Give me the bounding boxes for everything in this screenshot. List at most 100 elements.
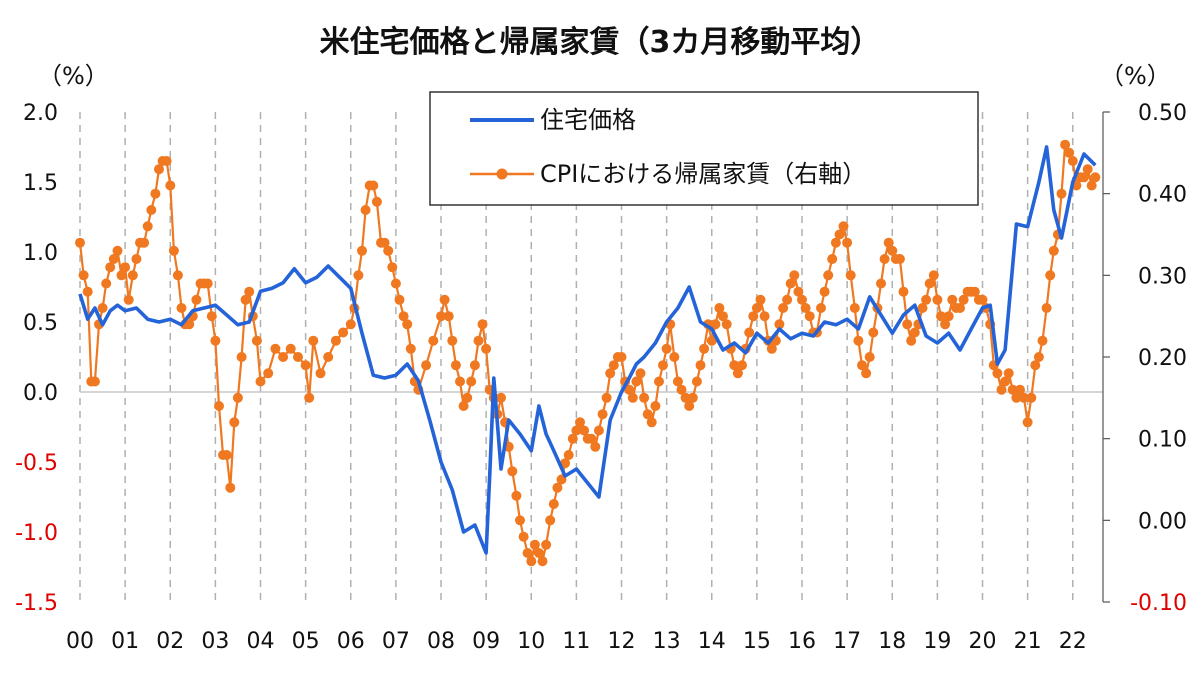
chart-title: 米住宅価格と帰属家賃（3カ月移動平均） (320, 25, 881, 60)
rent-point (308, 335, 319, 346)
rent-point (108, 254, 119, 264)
rent-point (1011, 392, 1022, 403)
rent-point (924, 278, 935, 289)
rent-point (571, 425, 582, 436)
rent-point (759, 311, 770, 322)
rent-point (131, 254, 142, 264)
rent-point (785, 278, 796, 289)
rent-point (605, 368, 616, 379)
rent-point (593, 425, 604, 436)
rent-point (996, 384, 1007, 395)
rent-point (883, 237, 894, 248)
rent-point (838, 221, 849, 232)
rent-point (338, 327, 349, 338)
rent-point (552, 482, 563, 493)
rent-point (646, 417, 657, 428)
rent-point (800, 303, 811, 313)
rent-point (714, 303, 725, 313)
rent-point (150, 188, 161, 199)
rent-point (864, 352, 875, 362)
legend-label-rent: CPIにおける帰属家賃（右軸） (540, 160, 866, 188)
rent-point (608, 360, 619, 371)
rent-point (1056, 188, 1067, 199)
left-tick: -0.5 (15, 451, 58, 476)
rent-point (142, 221, 153, 232)
right-axis-ticks: 0.50 0.40 0.30 0.20 0.10 0.00 -0.10 (1103, 101, 1187, 616)
rent-point (834, 229, 845, 240)
x-tick-08: 08 (427, 629, 455, 654)
rent-point (845, 270, 856, 281)
rent-point (184, 319, 195, 330)
rent-point (958, 294, 969, 305)
rent-point (202, 278, 213, 289)
rent-point (857, 360, 867, 371)
rent-point (387, 262, 398, 273)
rent-point (661, 343, 672, 354)
rent-point (721, 319, 732, 330)
rent-point (1082, 164, 1093, 175)
rent-point (447, 335, 458, 346)
rent-point (906, 335, 917, 346)
rent-point (1030, 360, 1041, 371)
rent-point (405, 343, 416, 354)
rent-point (909, 327, 920, 338)
left-tick: 2.0 (23, 101, 58, 126)
rent-point (687, 392, 698, 403)
rent-point (548, 499, 559, 509)
rent-point (969, 286, 980, 297)
rent-point (206, 311, 217, 322)
rent-point (225, 482, 236, 493)
x-tick-03: 03 (201, 629, 229, 654)
rent-point (879, 254, 890, 264)
rent-point (522, 548, 533, 558)
rent-point (330, 335, 341, 346)
left-tick: 0.0 (23, 381, 58, 406)
left-axis-unit: （%） (38, 62, 109, 90)
rent-point (940, 319, 951, 330)
rent-point (1000, 376, 1011, 387)
right-axis-unit: （%） (1100, 62, 1171, 90)
rent-point (684, 401, 695, 411)
x-tick-15: 15 (743, 629, 771, 654)
rent-point (718, 311, 728, 322)
rent-point (1079, 172, 1089, 183)
rent-point (518, 531, 529, 542)
rent-point (1060, 139, 1071, 150)
rent-point (390, 278, 401, 289)
rent-point (943, 311, 954, 322)
rent-point (477, 319, 488, 330)
rent-point (462, 392, 473, 403)
rent-point (842, 237, 853, 248)
rent-point (597, 409, 608, 420)
rent-point (1033, 352, 1044, 362)
left-tick: -1.5 (15, 591, 58, 616)
rent-point (469, 360, 480, 371)
rent-point (450, 360, 461, 371)
x-tick-14: 14 (698, 629, 726, 654)
rent-point (729, 360, 740, 371)
rent-point (830, 237, 841, 248)
rent-point (394, 294, 405, 305)
rent-point (263, 368, 274, 379)
rent-point (876, 278, 886, 289)
rent-point (168, 245, 179, 256)
rent-point (511, 490, 522, 501)
x-axis-ticks: 00 01 02 03 04 05 06 07 08 09 10 11 12 13 14 15 16 17 18 19… (66, 629, 1087, 654)
plot-area (75, 139, 1101, 567)
legend-marker-rent (496, 168, 508, 180)
rent-point (804, 311, 815, 322)
rent-point (932, 294, 943, 305)
rent-point (221, 450, 232, 460)
rent-point (545, 515, 556, 526)
rent-point (868, 327, 879, 338)
right-tick: 0.30 (1138, 264, 1187, 289)
rent-point (82, 286, 93, 297)
rent-point (748, 311, 759, 322)
rent-point (300, 360, 311, 371)
rent-point (1015, 384, 1025, 395)
rent-point (127, 270, 138, 281)
rent-point (481, 343, 492, 354)
rent-point (443, 311, 454, 322)
rent-point (473, 335, 484, 346)
